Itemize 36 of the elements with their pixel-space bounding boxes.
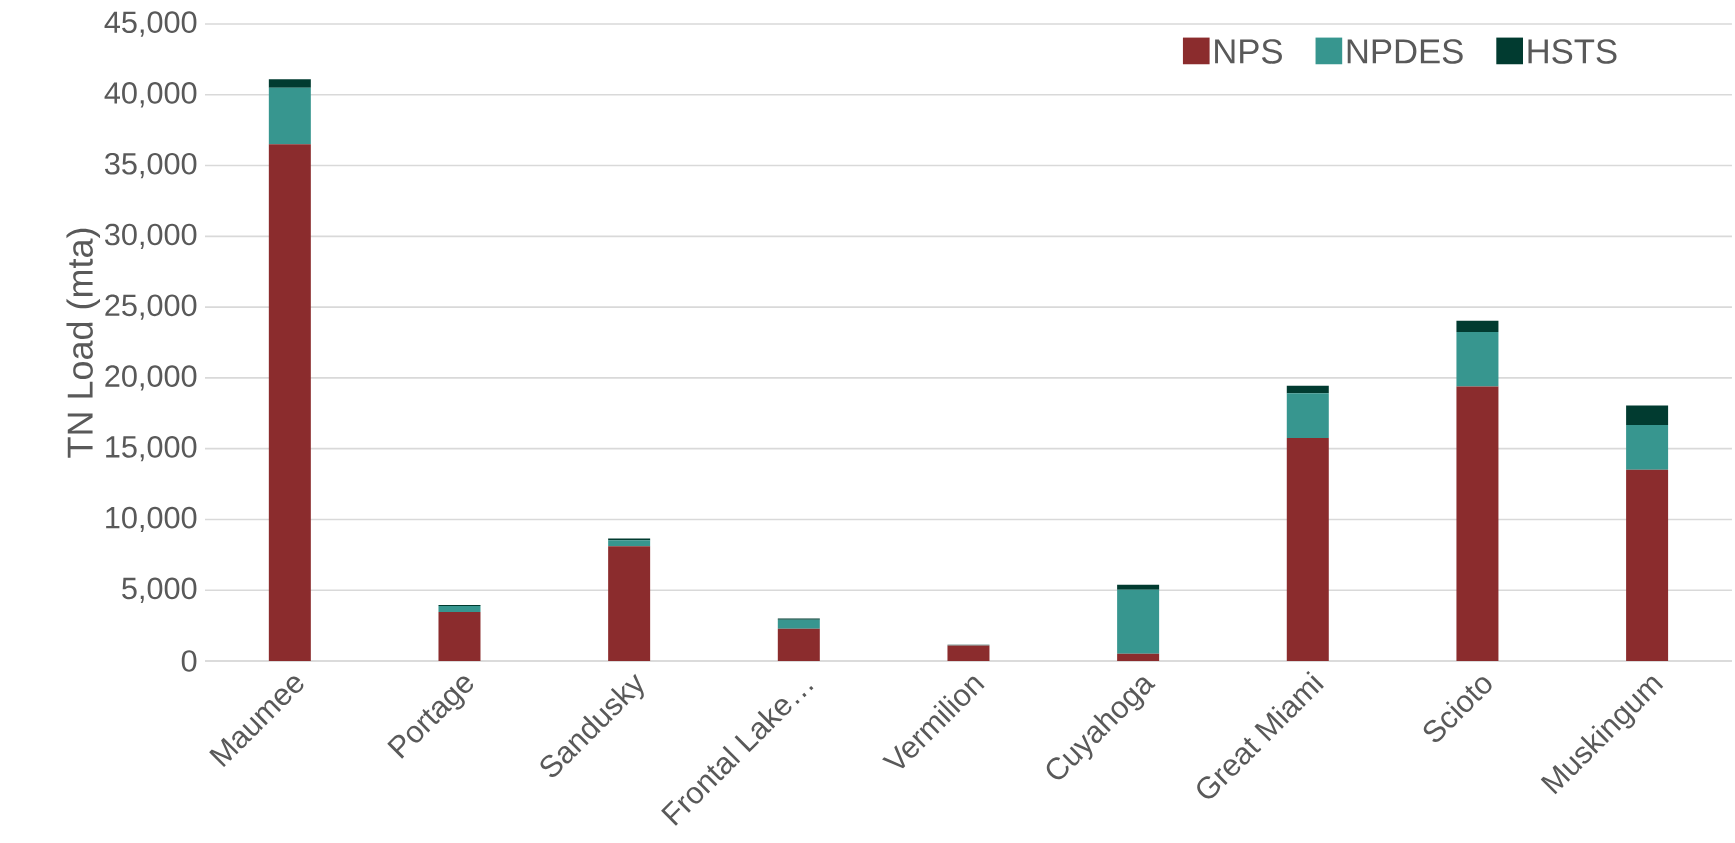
y-tick-label: 20,000 — [105, 365, 197, 391]
bar — [1456, 320, 1499, 332]
bar — [438, 611, 481, 661]
bar — [1117, 584, 1160, 590]
legend-label: NPDES — [1347, 39, 1463, 64]
bar — [608, 546, 651, 661]
bar — [268, 79, 311, 88]
bar — [268, 144, 311, 661]
bar — [268, 87, 311, 145]
bar — [777, 628, 820, 661]
bar — [1626, 405, 1669, 425]
bar — [608, 540, 651, 547]
y-tick-label: 40,000 — [104, 82, 197, 108]
bar — [777, 619, 820, 629]
y-tick-label: 15,000 — [106, 436, 197, 462]
y-axis-title: TN Load (mta) — [66, 228, 101, 458]
bar — [1286, 438, 1329, 661]
bar — [1117, 589, 1160, 654]
y-tick-label: 30,000 — [105, 223, 197, 250]
bar — [1626, 469, 1669, 661]
y-tick-label: 35,000 — [105, 152, 197, 179]
legend-label: NPS — [1215, 39, 1282, 64]
y-tick-label: 10,000 — [106, 506, 197, 533]
bar — [1286, 385, 1329, 394]
y-tick-label: 25,000 — [105, 294, 197, 320]
bar — [947, 645, 990, 661]
bar — [1626, 424, 1669, 470]
y-tick-label: 5,000 — [122, 577, 197, 603]
y-tick-label: 45,000 — [104, 11, 197, 37]
bar — [1286, 393, 1329, 439]
y-tick-label: 0 — [181, 650, 197, 672]
bar — [1117, 653, 1160, 661]
bar — [438, 606, 481, 612]
bar — [1456, 331, 1499, 387]
bar — [1456, 386, 1499, 661]
legend-label: HSTS — [1528, 39, 1617, 64]
